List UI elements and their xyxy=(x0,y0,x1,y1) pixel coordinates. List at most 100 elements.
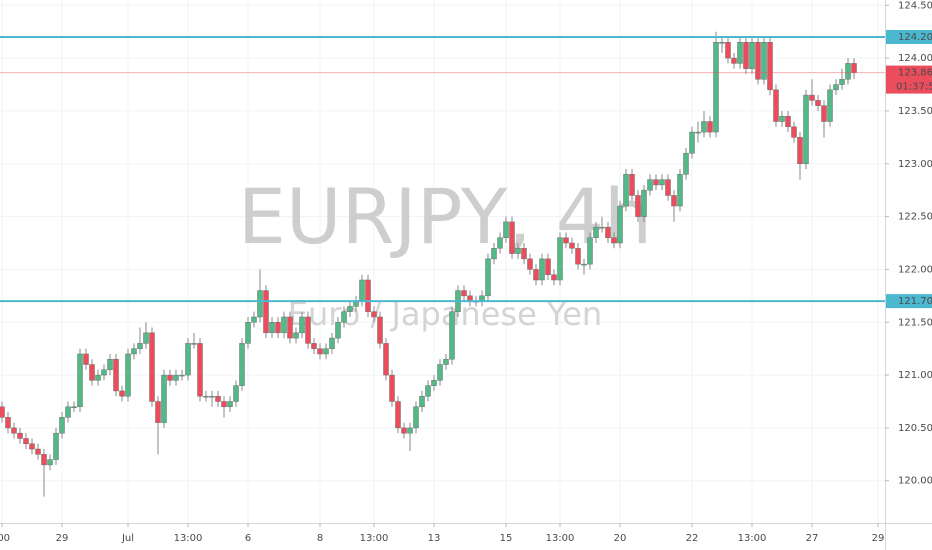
candle-body xyxy=(695,131,701,134)
candle-body xyxy=(173,374,179,381)
candle-body xyxy=(809,94,815,101)
candle-body xyxy=(551,274,557,281)
candle-body xyxy=(701,121,707,133)
candle-body xyxy=(815,100,821,106)
candle-body xyxy=(323,348,329,355)
candle-body xyxy=(839,78,845,85)
candle-body xyxy=(305,316,311,344)
candle-body xyxy=(545,258,551,275)
price-label-box xyxy=(886,294,932,309)
candle-body xyxy=(179,374,185,377)
candle-body xyxy=(683,152,689,175)
candle-body xyxy=(773,89,779,122)
candle-body xyxy=(209,395,215,398)
x-tick-label: :00 xyxy=(0,533,10,544)
candle-body xyxy=(785,115,791,128)
candle-body xyxy=(365,279,371,312)
candle-body xyxy=(89,364,95,381)
candle-body xyxy=(575,248,581,265)
x-tick-label: 6 xyxy=(245,533,251,544)
candle-body xyxy=(47,459,53,466)
candle-body xyxy=(335,322,341,339)
candle-body xyxy=(665,179,671,196)
candle-body xyxy=(719,42,725,44)
candle-body xyxy=(749,42,755,69)
candle-body xyxy=(155,401,161,423)
candle-body xyxy=(557,237,563,281)
candle-body xyxy=(59,417,65,434)
y-tick-label: 120.500 xyxy=(898,423,932,434)
x-tick-label: 22 xyxy=(686,533,699,544)
candle-body xyxy=(191,343,197,345)
candle-body xyxy=(605,226,611,238)
candle-body xyxy=(161,374,167,423)
candle-body xyxy=(485,258,491,297)
candle-body xyxy=(521,248,527,260)
candle-body xyxy=(107,358,113,371)
candle-body xyxy=(383,343,389,376)
candle-body xyxy=(611,237,617,244)
y-tick-label: 122.500 xyxy=(898,212,932,223)
candle-body xyxy=(401,427,407,434)
candle-body xyxy=(431,380,437,386)
y-tick-label: 121.500 xyxy=(898,317,932,328)
candle-body xyxy=(17,432,23,439)
candle-body xyxy=(371,311,377,318)
candle-body xyxy=(797,137,803,165)
candle-body xyxy=(257,290,263,318)
candle-body xyxy=(803,94,809,165)
candle-body xyxy=(461,290,467,297)
candle-body xyxy=(65,406,71,418)
candle-body xyxy=(593,226,599,238)
last-price-box xyxy=(886,65,932,94)
candle-body xyxy=(755,42,761,80)
candle-body xyxy=(851,63,857,73)
countdown-label: 01:37:52 xyxy=(896,82,932,93)
candle-body xyxy=(563,237,569,244)
y-tick-label: 121.000 xyxy=(898,370,932,381)
candle-body xyxy=(677,174,683,207)
candle-body xyxy=(143,332,149,344)
candle-body xyxy=(845,63,851,80)
candle-body xyxy=(281,316,287,334)
x-tick-label: 15 xyxy=(500,533,513,544)
x-tick-label: 29 xyxy=(56,533,69,544)
candle-body xyxy=(311,343,317,349)
y-tick-label: 122.000 xyxy=(898,264,932,275)
candle-body xyxy=(341,311,347,323)
candle-body xyxy=(389,374,395,402)
candle-body xyxy=(581,263,587,266)
candle-body xyxy=(497,237,503,249)
x-tick-label: 13:00 xyxy=(174,533,203,544)
candle-body xyxy=(221,401,227,408)
candle-body xyxy=(761,42,767,80)
candle-body xyxy=(131,348,137,355)
candle-body xyxy=(23,438,29,445)
price-label-box xyxy=(886,29,932,44)
candle-body xyxy=(569,242,575,249)
candle-body xyxy=(119,390,125,397)
candle-body xyxy=(77,353,83,408)
x-tick-label: 13:00 xyxy=(360,533,389,544)
candle-body xyxy=(533,269,539,281)
candle-body xyxy=(629,174,635,196)
candle-body xyxy=(35,448,41,455)
candle-body xyxy=(731,57,737,64)
candle-body xyxy=(293,332,299,339)
candle-body xyxy=(83,353,89,365)
candle-body xyxy=(437,364,443,381)
candle-body xyxy=(491,248,497,260)
x-tick-label: 8 xyxy=(317,533,323,544)
candle-body xyxy=(407,427,413,434)
candle-body xyxy=(227,401,233,408)
candle-body xyxy=(425,385,431,397)
candle-body xyxy=(599,226,605,229)
candle-body xyxy=(395,401,401,429)
candle-body xyxy=(443,358,449,365)
candle-body xyxy=(275,322,281,334)
x-tick-label: 13:00 xyxy=(738,533,767,544)
candle-body xyxy=(653,179,659,186)
